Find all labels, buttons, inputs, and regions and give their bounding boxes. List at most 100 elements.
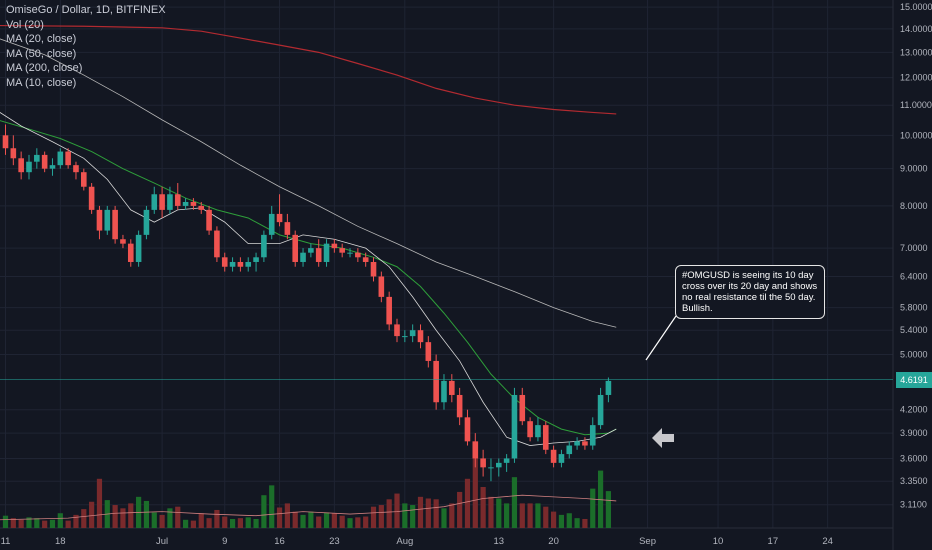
volume-bar [457, 491, 463, 528]
time-axis-tick: Jul [156, 536, 168, 547]
volume-bar [198, 513, 204, 528]
volume-bar [582, 518, 588, 528]
volume-bar [558, 514, 565, 528]
candle-body [441, 380, 447, 403]
indicator-label-ma50[interactable]: MA (50, close) [6, 47, 77, 60]
price-axis-tick: 10.0000 [900, 130, 932, 140]
volume-bar [496, 498, 502, 528]
candle-body [355, 252, 361, 258]
volume-bar [480, 487, 486, 528]
volume-bar [363, 516, 369, 528]
price-axis-tick: 5.4000 [900, 325, 928, 335]
price-axis-tick: 3.9000 [900, 428, 928, 438]
indicator-label-ma10[interactable]: MA (10, close) [6, 76, 77, 89]
candle-body [362, 257, 369, 262]
volume-bar [316, 516, 322, 528]
price-axis-tick: 15.0000 [900, 2, 932, 12]
volume-bar [378, 505, 384, 528]
volume-bar [190, 520, 197, 528]
candle-body [135, 234, 142, 262]
price-axis-tick: 8.0000 [900, 201, 928, 211]
candle-body [96, 209, 103, 231]
volume-bar [410, 505, 416, 528]
volume-bar [590, 488, 596, 528]
candle-body [65, 151, 71, 166]
volume-bar [49, 519, 56, 528]
volume-bar [441, 508, 447, 528]
candle-body [88, 186, 95, 210]
volume-bar [292, 511, 298, 528]
time-axis-tick: 17 [768, 536, 779, 547]
volume-bar [42, 520, 48, 528]
time-axis-tick: 13 [494, 536, 505, 547]
indicator-label-ma20[interactable]: MA (20, close) [6, 33, 77, 45]
candle-body [151, 194, 158, 210]
volume-bar [488, 496, 494, 528]
indicator-label-ma200[interactable]: MA (200, close) [6, 62, 83, 74]
volume-bar [81, 509, 87, 528]
candle-body [261, 234, 267, 258]
annotation-text: #OMGUSD is seeing its 10 day cross over … [682, 270, 818, 314]
time-axis-tick: 9 [222, 536, 227, 547]
volume-bar [245, 517, 251, 528]
price-axis-labels: 15.0000 14.0000 13.0000 12.0000 11.0000 10.00… [900, 2, 932, 510]
candle-body [558, 454, 565, 463]
volume-bar [96, 478, 103, 528]
candle-body [323, 243, 330, 262]
candle-body [449, 380, 455, 395]
candle-body [284, 222, 291, 235]
volume-bar [222, 516, 228, 528]
annotation-callout[interactable]: #OMGUSD is seeing its 10 day cross over … [675, 265, 825, 319]
volume-bar [143, 500, 150, 528]
candle-body [472, 441, 479, 459]
candle-body [41, 154, 48, 169]
volume-bar [519, 503, 525, 528]
candle-body [26, 161, 32, 173]
volume-bar [214, 509, 220, 528]
price-axis-tick: 3.6000 [900, 453, 928, 463]
volume-bar [417, 496, 424, 528]
price-axis-tick: 14.0000 [900, 24, 932, 34]
candle-body [127, 243, 134, 262]
volume-bar [182, 519, 189, 528]
price-axis-tick: 13.0000 [900, 47, 932, 57]
left-arrow-icon [652, 428, 674, 448]
candle-body [174, 194, 181, 206]
indicator-label-vol[interactable]: Vol (20) [6, 18, 44, 31]
price-axis-tick: 12.0000 [900, 73, 932, 83]
volume-bar [433, 499, 439, 528]
time-axis-tick: 20 [548, 536, 559, 547]
volume-bar [597, 470, 604, 528]
ma10-line [0, 112, 617, 446]
candle-body [34, 154, 40, 162]
candle-body [550, 449, 557, 463]
volume-bar [120, 508, 126, 528]
time-axis-tick: Sep [639, 536, 656, 547]
candle-body [378, 276, 385, 297]
candle-body [214, 230, 220, 258]
volume-bar [112, 505, 118, 528]
candle-body [182, 201, 189, 206]
callout-pointer [645, 315, 677, 361]
volume-bar [167, 508, 173, 528]
candle-body [574, 441, 580, 446]
price-axis-tick: 11.0000 [900, 100, 932, 110]
volume-bar [355, 517, 361, 528]
candle-body [331, 243, 338, 249]
time-axis-tick: 10 [713, 536, 724, 547]
candle-body [112, 209, 118, 240]
symbol-title[interactable]: OmiseGo / Dollar, 1D, BITFINEX [6, 4, 166, 16]
volume-bar [511, 477, 518, 528]
candle-body [597, 394, 604, 426]
volume-bar [323, 512, 330, 528]
volume-bar [128, 503, 134, 528]
candle-body [605, 380, 612, 395]
volume-bar [472, 446, 478, 528]
volume-bar [449, 503, 455, 528]
candle-body [143, 209, 150, 235]
volume-bar [89, 501, 95, 528]
volume-bar [276, 507, 283, 528]
candle-body [81, 172, 87, 187]
volume-bar [237, 518, 243, 528]
volume-bar [34, 518, 40, 528]
